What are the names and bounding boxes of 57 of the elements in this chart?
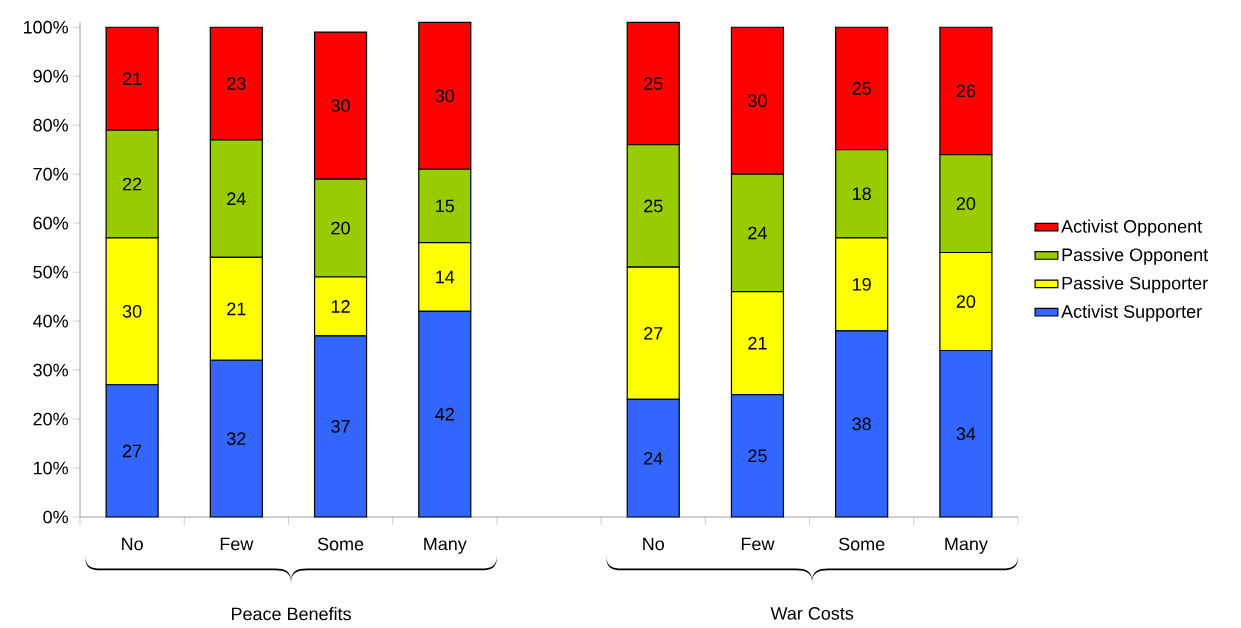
data-label: 20 bbox=[331, 221, 350, 235]
data-label: 32 bbox=[227, 432, 246, 445]
data-label: 38 bbox=[852, 417, 871, 431]
x-tick-label: Some bbox=[838, 537, 885, 551]
data-label: 24 bbox=[227, 192, 246, 205]
x-tick-label: No bbox=[643, 537, 664, 551]
data-label: 19 bbox=[853, 277, 871, 291]
y-tick-label: 80% bbox=[33, 118, 68, 132]
data-label: 30 bbox=[331, 99, 350, 112]
y-tick-label: 0% bbox=[43, 510, 68, 524]
data-label: 25 bbox=[644, 199, 663, 213]
x-tick-label: Some bbox=[317, 537, 364, 551]
data-label: 27 bbox=[644, 327, 663, 340]
data-label: 25 bbox=[852, 82, 871, 95]
data-label: 37 bbox=[331, 420, 350, 433]
y-tick-label: 30% bbox=[33, 363, 68, 377]
data-label: 20 bbox=[956, 295, 976, 308]
legend-label: Activist Supporter bbox=[1061, 304, 1202, 322]
x-tick-label: Few bbox=[220, 537, 254, 551]
data-label: 30 bbox=[122, 304, 142, 318]
x-tick-label: Many bbox=[945, 537, 988, 554]
y-tick-label: 20% bbox=[33, 412, 68, 426]
data-label: 26 bbox=[956, 84, 976, 98]
x-tick-label: Few bbox=[741, 537, 775, 551]
y-tick-label: 70% bbox=[33, 167, 68, 181]
legend-label: Passive Supporter bbox=[1062, 276, 1208, 294]
data-label: 25 bbox=[748, 449, 767, 463]
data-label: 24 bbox=[748, 226, 767, 240]
data-label: 20 bbox=[956, 197, 976, 210]
text: Peace Benefits bbox=[232, 607, 351, 621]
y-tick-label: 90% bbox=[33, 69, 68, 83]
y-tick-label: 60% bbox=[33, 216, 68, 230]
data-label: 27 bbox=[123, 444, 142, 458]
data-label: 25 bbox=[644, 77, 663, 90]
y-tick-label: 50% bbox=[33, 265, 68, 279]
data-label: 30 bbox=[435, 89, 455, 103]
data-label: 21 bbox=[748, 336, 767, 350]
data-label: 21 bbox=[123, 72, 142, 85]
legend-label: Passive Opponent bbox=[1062, 247, 1209, 265]
legend-label: Activist Opponent bbox=[1061, 219, 1203, 237]
data-label: 22 bbox=[123, 177, 142, 191]
data-label: 12 bbox=[331, 300, 350, 313]
x-tick-label: No bbox=[122, 537, 143, 551]
y-tick-label: 10% bbox=[33, 461, 68, 475]
data-label: 30 bbox=[748, 94, 767, 108]
data-label: 24 bbox=[644, 451, 663, 465]
data-label: 21 bbox=[227, 302, 246, 316]
y-tick-label: 100% bbox=[23, 20, 68, 34]
data-label: 34 bbox=[956, 427, 976, 441]
data-label: 15 bbox=[436, 199, 455, 213]
data-label: 14 bbox=[436, 270, 455, 284]
data-label: 18 bbox=[853, 187, 871, 201]
text: War Costs bbox=[770, 607, 854, 620]
y-tick-label: 40% bbox=[33, 314, 68, 328]
x-tick-label: Many bbox=[424, 537, 467, 554]
data-label: 42 bbox=[435, 407, 454, 421]
data-label: 23 bbox=[227, 77, 246, 90]
